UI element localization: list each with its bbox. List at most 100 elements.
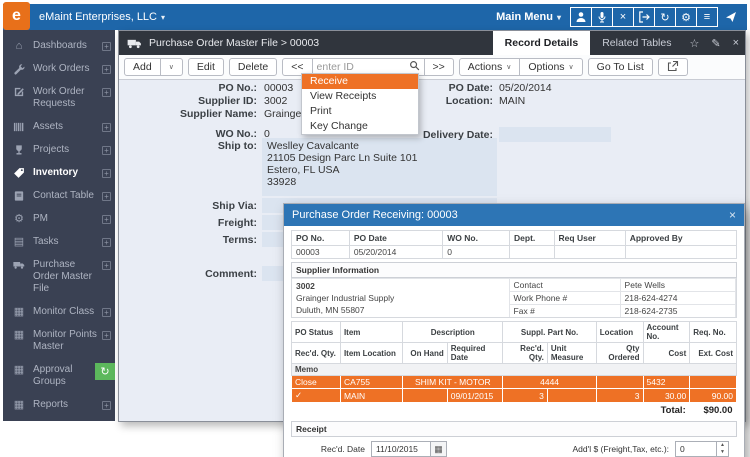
menu-item-print[interactable]: Print (310, 105, 332, 117)
recd-date-input[interactable] (372, 444, 430, 454)
mic-icon (596, 11, 608, 23)
actions-button[interactable]: Actions ∨ (458, 58, 521, 76)
sidebar-item-inventory[interactable]: Inventory + (3, 162, 115, 185)
tasks-icon: ▤ (13, 236, 25, 248)
contact-value: Pete Wells (620, 278, 736, 291)
barcode-icon (12, 121, 26, 133)
receipt-header: Receipt (291, 421, 737, 437)
sidebar-item-dashboards[interactable]: ⌂ Dashboards + (3, 35, 115, 58)
sidebar-item-purchase-order-master-file[interactable]: Purchase Order Master File + (3, 254, 115, 301)
expand-icon[interactable]: + (102, 169, 111, 178)
expand-icon[interactable]: + (102, 308, 111, 317)
tab-record-details[interactable]: Record Details (492, 31, 591, 55)
table-row-selected[interactable]: ✓ MAIN 09/01/2015 3 3 30.00 90.00 (291, 388, 737, 403)
logout-icon (638, 11, 650, 23)
menu-list-button[interactable]: ≡ (696, 7, 718, 27)
sidebar-item-monitor-points-master[interactable]: ▦ Monitor Points Master + (3, 324, 115, 359)
emaint-logo-icon[interactable]: e (3, 2, 30, 30)
go-to-list-button[interactable]: Go To List (587, 58, 653, 76)
expand-icon[interactable]: + (102, 65, 111, 74)
delete-button[interactable]: Delete (228, 58, 278, 76)
settings-button[interactable]: ⚙ (675, 7, 697, 27)
table-icon: ▦ (13, 329, 25, 341)
record-id-input[interactable] (316, 61, 409, 73)
table-icon: ▦ (13, 399, 25, 411)
table-row-selected[interactable]: Close CA755 SHIM KIT - MOTOR 4444 5432 (291, 375, 737, 389)
tag-icon (12, 167, 26, 179)
total-value: $90.00 (689, 402, 737, 418)
sidebar-sync-button[interactable]: ↻ (95, 363, 115, 380)
home-icon: ⌂ (15, 40, 23, 52)
calendar-icon[interactable]: ▦ (430, 442, 446, 456)
expand-icon[interactable]: + (102, 88, 111, 97)
recd-date-field: ▦ (371, 441, 447, 457)
add-dropdown-button[interactable]: ∨ (159, 58, 183, 76)
mic-button[interactable] (591, 7, 613, 27)
share-button[interactable] (657, 58, 688, 76)
spin-up-icon[interactable]: ▲ (720, 442, 725, 448)
expand-icon[interactable]: + (102, 401, 111, 410)
sync-icon: ↻ (100, 366, 110, 378)
spin-down-icon[interactable]: ▼ (720, 449, 725, 455)
add-button[interactable]: Add (124, 58, 161, 76)
window-header: Purchase Order Master File > 00003 Recor… (119, 31, 745, 55)
sidebar-item-assets[interactable]: Assets + (3, 116, 115, 139)
wrench-icon (12, 63, 26, 75)
breadcrumb: Purchase Order Master File > 00003 (149, 37, 320, 49)
previous-record-button[interactable]: << (282, 58, 313, 76)
sidebar: ⌂ Dashboards + Work Orders + Work Order … (3, 30, 115, 421)
expand-icon[interactable]: + (102, 192, 111, 201)
close-session-button[interactable]: × (612, 7, 634, 27)
gears-icon: ⚙ (14, 213, 24, 225)
addl-charges-label: Add'l $ (Freight,Tax, etc.): (572, 444, 670, 454)
sidebar-item-tasks[interactable]: ▤ Tasks + (3, 231, 115, 254)
expand-icon[interactable]: + (102, 238, 111, 247)
company-name: eMaint Enterprises, LLC (39, 11, 157, 23)
ship-to-field[interactable] (262, 138, 497, 196)
expand-icon[interactable]: + (102, 215, 111, 224)
truck-icon (127, 38, 142, 49)
share-icon (667, 60, 679, 75)
refresh-button[interactable]: ↻ (654, 7, 676, 27)
expand-icon[interactable]: + (102, 331, 111, 340)
options-button[interactable]: Options ∨ (519, 58, 583, 76)
supplier-id-value: 3002 (264, 95, 288, 107)
sidebar-item-pm[interactable]: ⚙ PM + (3, 208, 115, 231)
expand-icon[interactable]: + (102, 261, 111, 270)
ship-to-value: Weslley Cavalcante 21105 Design Parc Ln … (267, 140, 418, 188)
navigate-button[interactable] (720, 7, 742, 27)
tab-related-tables[interactable]: Related Tables (602, 37, 672, 49)
close-icon[interactable]: × (732, 37, 739, 49)
star-icon[interactable]: ☆ (689, 37, 700, 50)
record-search (311, 58, 425, 76)
sidebar-item-work-order-requests[interactable]: Work Order Requests + (3, 81, 115, 116)
expand-icon[interactable]: + (102, 146, 111, 155)
sidebar-item-work-orders[interactable]: Work Orders + (3, 58, 115, 81)
user-button[interactable] (570, 7, 592, 27)
expand-icon[interactable]: + (102, 123, 111, 132)
addl-charges-input[interactable] (676, 444, 717, 454)
logout-button[interactable] (633, 7, 655, 27)
next-record-button[interactable]: >> (423, 58, 454, 76)
expand-icon[interactable]: + (102, 42, 111, 51)
search-icon[interactable] (409, 58, 420, 76)
main-menu-button[interactable]: Main Menu ▾ (496, 11, 561, 23)
close-icon[interactable]: × (728, 208, 736, 222)
edit-button[interactable]: Edit (187, 58, 224, 76)
work-phone-label: Work Phone # (509, 291, 621, 304)
menu-item-view-receipts[interactable]: View Receipts (310, 90, 377, 102)
delivery-date-field[interactable] (499, 127, 611, 142)
sidebar-item-reports[interactable]: ▦ Reports + (3, 394, 115, 417)
location-label: Location: (445, 95, 493, 107)
sidebar-item-contact-table[interactable]: Contact Table + (3, 185, 115, 208)
trophy-icon (12, 144, 26, 156)
sidebar-item-monitor-class[interactable]: ▦ Monitor Class + (3, 301, 115, 324)
pencil-icon[interactable]: ✎ (711, 37, 721, 50)
menu-item-receive[interactable]: Receive (302, 74, 418, 89)
sidebar-item-projects[interactable]: Projects + (3, 139, 115, 162)
company-menu[interactable]: eMaint Enterprises, LLC ▾ (39, 11, 165, 23)
topbar-actions: Main Menu ▾ × ↻ ⚙ ≡ (496, 7, 747, 27)
table-icon: ▦ (13, 364, 25, 376)
menu-item-key-change[interactable]: Key Change (310, 120, 368, 132)
